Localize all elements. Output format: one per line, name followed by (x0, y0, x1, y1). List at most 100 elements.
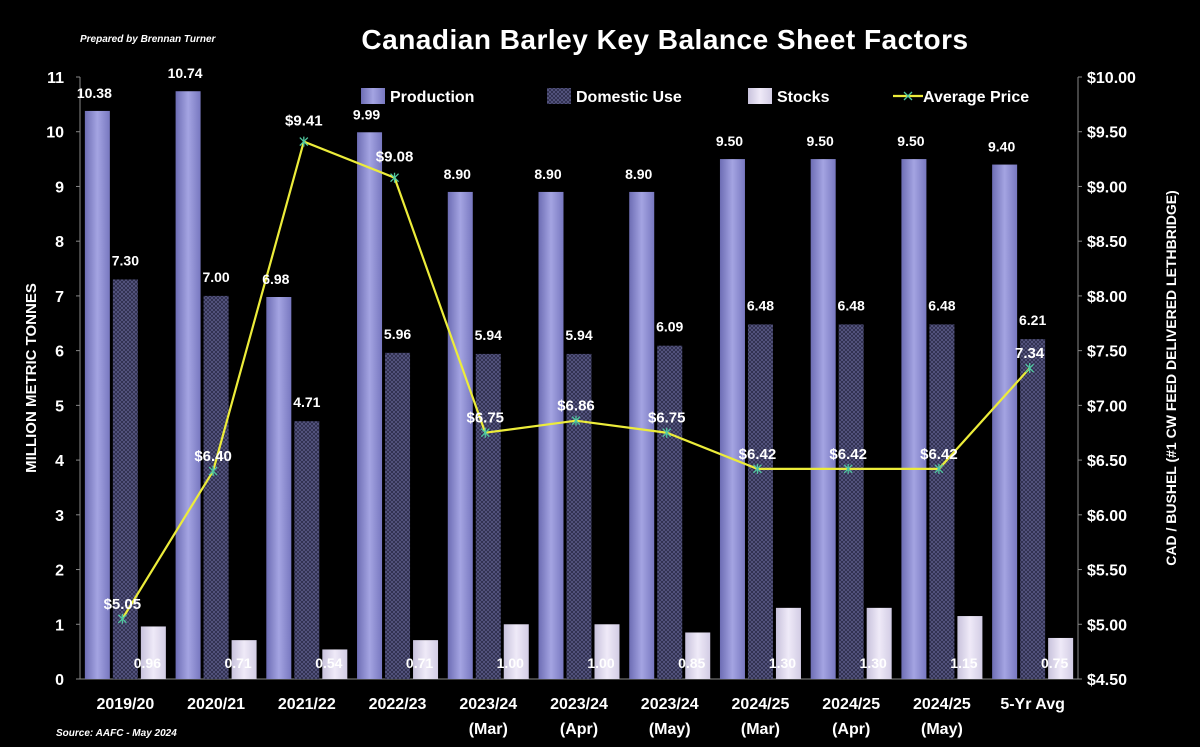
stocks-label: 0.54 (315, 655, 342, 671)
y2-tick-label: $5.00 (1087, 617, 1127, 634)
y-tick-label: 8 (55, 234, 64, 251)
domestic-use-bar (566, 353, 592, 679)
average-price-marker (1025, 363, 1035, 374)
stocks-label: 0.75 (1041, 655, 1068, 671)
production-label: 9.99 (353, 106, 380, 122)
stocks-label: 1.30 (769, 655, 796, 671)
legend-domestic-use-label: Domestic Use (576, 89, 682, 106)
legend-production-swatch (361, 88, 385, 104)
x-tick-label: (Mar) (741, 721, 780, 738)
y-tick-label: 11 (47, 70, 64, 87)
x-tick-label: (Apr) (560, 721, 598, 738)
x-tick-label: 2024/25 (822, 696, 880, 713)
y-tick-label: 5 (55, 398, 64, 415)
legend-stocks-swatch (748, 88, 772, 104)
domestic-use-bar (747, 324, 773, 679)
y-tick-label: 1 (55, 617, 64, 634)
y2-tick-label: $6.50 (1087, 453, 1127, 470)
y2-tick-label: $4.50 (1087, 672, 1127, 689)
average-price-label: $6.42 (920, 446, 958, 463)
y-axis-title: MILLION METRIC TONNES (23, 283, 40, 473)
domestic-use-label: 6.09 (656, 319, 683, 335)
y2-tick-label: $10.00 (1087, 70, 1136, 87)
domestic-use-label: 6.48 (838, 297, 865, 313)
production-label: 9.50 (716, 133, 743, 149)
legend-average-price-label: Average Price (923, 89, 1029, 106)
stocks-label: 0.71 (224, 655, 251, 671)
production-label: 9.40 (988, 139, 1015, 155)
stocks-bar (413, 640, 439, 679)
chart-title: Canadian Barley Key Balance Sheet Factor… (361, 24, 969, 55)
domestic-use-label: 5.94 (565, 327, 592, 343)
x-tick-label: (May) (921, 721, 963, 738)
domestic-use-label: 5.96 (384, 326, 411, 342)
y-tick-label: 2 (55, 563, 64, 580)
production-label: 10.74 (168, 65, 203, 81)
average-price-label: $9.41 (285, 113, 323, 130)
y2-tick-label: $8.50 (1087, 234, 1127, 251)
average-price-label: $6.75 (466, 410, 504, 427)
average-price-label: $6.42 (829, 446, 867, 463)
production-bar (357, 132, 383, 680)
average-price-label: 7.34 (1015, 345, 1045, 362)
stocks-label: 0.71 (406, 655, 433, 671)
average-price-label: $6.86 (557, 398, 595, 415)
production-label: 9.50 (807, 133, 834, 149)
production-label: 9.50 (897, 133, 924, 149)
production-label: 8.90 (625, 166, 652, 182)
average-price-marker (117, 613, 127, 624)
average-price-marker (299, 136, 309, 147)
legend-average-price-marker (903, 91, 913, 101)
domestic-use-label: 6.48 (747, 297, 774, 313)
x-tick-label: 2024/25 (913, 696, 971, 713)
production-label: 8.90 (444, 166, 471, 182)
domestic-use-bar (929, 324, 955, 679)
domestic-use-bar (475, 353, 501, 679)
domestic-use-bar (838, 324, 864, 679)
x-tick-label: (May) (649, 721, 691, 738)
prepared-by-note: Prepared by Brennan Turner (80, 34, 216, 45)
legend-production-label: Production (390, 89, 474, 106)
domestic-use-bar (294, 421, 320, 679)
y-tick-label: 4 (55, 453, 64, 470)
y-tick-label: 10 (46, 125, 64, 142)
source-note: Source: AAFC - May 2024 (56, 728, 177, 739)
x-tick-label: 2021/22 (278, 696, 336, 713)
average-price-label: $5.05 (104, 596, 142, 613)
y2-tick-label: $9.50 (1087, 125, 1127, 142)
production-label: 10.38 (77, 85, 112, 101)
average-price-marker (390, 172, 400, 183)
stocks-label: 0.85 (678, 655, 705, 671)
stocks-bar (140, 626, 166, 679)
domestic-use-bar (203, 295, 229, 679)
domestic-use-bar (657, 345, 683, 679)
y-tick-label: 6 (55, 344, 64, 361)
stocks-label: 1.15 (950, 655, 977, 671)
stocks-bar (1048, 637, 1074, 679)
domestic-use-bar (112, 279, 138, 679)
domestic-use-label: 7.30 (112, 252, 139, 268)
x-tick-label: 5-Yr Avg (1000, 696, 1065, 713)
average-price-marker (208, 466, 218, 477)
production-bar (719, 159, 745, 679)
average-price-label: $9.08 (376, 149, 414, 166)
stocks-label: 1.30 (860, 655, 887, 671)
x-tick-label: 2024/25 (732, 696, 790, 713)
production-bar (84, 110, 110, 679)
y2-tick-label: $6.00 (1087, 508, 1127, 525)
production-bar (447, 191, 473, 679)
y2-tick-label: $9.00 (1087, 179, 1127, 196)
y2-tick-label: $7.50 (1087, 344, 1127, 361)
average-price-marker (480, 427, 490, 438)
production-bar (266, 297, 292, 679)
x-tick-label: 2023/24 (550, 696, 608, 713)
legend-domestic-use-swatch (547, 88, 571, 104)
domestic-use-bar (385, 352, 411, 679)
x-tick-label: (Apr) (832, 721, 870, 738)
average-price-marker (662, 427, 672, 438)
stocks-bar (866, 607, 892, 679)
y-tick-label: 9 (55, 179, 64, 196)
average-price-marker (571, 415, 581, 426)
y2-tick-label: $8.00 (1087, 289, 1127, 306)
